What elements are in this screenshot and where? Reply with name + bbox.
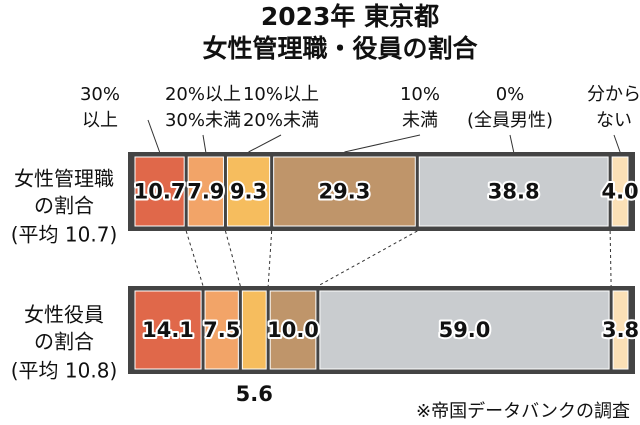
bar-segment xyxy=(273,156,416,227)
bar-segment xyxy=(269,290,317,370)
legend-pointer xyxy=(147,119,161,153)
legend-pointer xyxy=(202,134,207,153)
legend-label: 20%以上 xyxy=(165,84,241,105)
value-label: 7.5 xyxy=(203,318,240,342)
legend-label: 10% xyxy=(400,84,440,105)
legend-label: ない xyxy=(596,110,632,131)
row-label: 女性役員 xyxy=(24,303,104,327)
connector xyxy=(224,230,241,287)
value-label: 7.9 xyxy=(187,180,224,204)
bar-segment xyxy=(241,290,267,370)
connector xyxy=(185,230,204,287)
bar-segment xyxy=(134,290,202,370)
legend-label: 未満 xyxy=(402,110,438,131)
legend-label: 0% xyxy=(496,84,525,105)
value-label: 29.3 xyxy=(319,180,371,204)
connector xyxy=(317,230,418,287)
value-label: 10.0 xyxy=(267,318,319,342)
value-label: 10.7 xyxy=(134,180,186,204)
legend-label: 分から xyxy=(587,84,640,105)
row-label: 女性管理職 xyxy=(14,167,114,191)
legend-label: (全員男性) xyxy=(467,110,553,131)
bar-segment xyxy=(319,290,610,370)
connector xyxy=(267,230,273,287)
bar-segment xyxy=(226,156,271,227)
value-label: 9.3 xyxy=(230,180,267,204)
connector xyxy=(609,230,612,287)
row-label: の割合 xyxy=(34,330,94,354)
value-label: 5.6 xyxy=(236,382,273,406)
legend-label: 以上 xyxy=(82,110,118,131)
bar-segment xyxy=(187,156,224,227)
value-label: 59.0 xyxy=(439,318,491,342)
row-label: の割合 xyxy=(34,194,94,218)
legend-label: 10%以上 xyxy=(243,84,319,105)
legend-pointer xyxy=(344,134,421,153)
legend-label: 20%未満 xyxy=(243,110,319,131)
legend-pointer xyxy=(248,134,282,153)
row-average: (平均 10.8) xyxy=(11,359,118,383)
value-label: 14.1 xyxy=(142,318,194,342)
value-label: 4.0 xyxy=(601,180,638,204)
bar-segment xyxy=(611,156,629,227)
legend-pointer xyxy=(613,134,621,153)
bar-segment xyxy=(418,156,609,227)
bar-segment xyxy=(134,156,185,227)
value-label: 3.8 xyxy=(602,318,639,342)
legend-label: 30%未満 xyxy=(165,110,241,131)
legend-pointer xyxy=(509,134,515,153)
source: ※帝国データバンクの調査 xyxy=(416,401,630,422)
row-average: (平均 10.7) xyxy=(11,223,118,247)
chart-title: 2023年 東京都 xyxy=(261,2,439,31)
bar-segment xyxy=(612,290,629,370)
bar-segment xyxy=(204,290,239,370)
legend-label: 30% xyxy=(80,84,120,105)
chart-subtitle: 女性管理職・役員の割合 xyxy=(202,34,478,63)
value-label: 38.8 xyxy=(488,180,540,204)
